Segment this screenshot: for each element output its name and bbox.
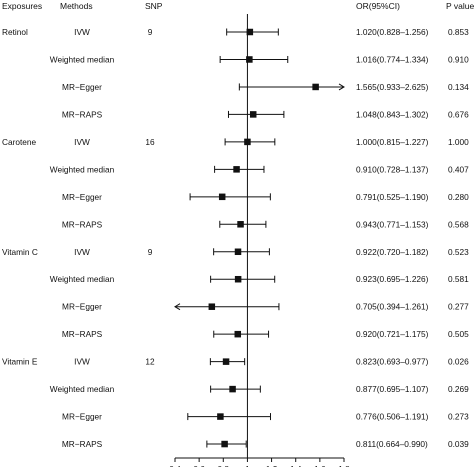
method-label: Weighted median xyxy=(50,384,115,394)
point-estimate xyxy=(222,358,230,365)
point-estimate xyxy=(234,248,242,256)
x-tick-label: 0.8 xyxy=(218,464,230,467)
p-value: 0.676 xyxy=(448,109,469,119)
x-tick-label: 1.2 xyxy=(266,464,278,467)
point-estimate xyxy=(234,330,242,338)
p-value: 0.853 xyxy=(448,27,469,37)
p-value: 0.407 xyxy=(448,164,469,174)
or-ci-value: 1.020(0.828–1.256) xyxy=(356,27,429,37)
method-label: MR−RAPS xyxy=(62,109,103,119)
or-ci-value: 0.791(0.525–1.190) xyxy=(356,192,429,202)
or-ci-value: 1.000(0.815–1.227) xyxy=(356,137,429,147)
method-label: IVW xyxy=(74,137,90,147)
method-label: MR−Egger xyxy=(62,192,102,202)
or-ci-value: 0.943(0.771–1.153) xyxy=(356,219,429,229)
or-ci-value: 0.910(0.728–1.137) xyxy=(356,164,429,174)
or-ci-value: 0.705(0.394–1.261) xyxy=(356,302,429,312)
method-label: MR−RAPS xyxy=(62,219,103,229)
snp-count: 16 xyxy=(145,137,155,147)
method-label: MR−Egger xyxy=(62,412,102,422)
ci-arrow-right xyxy=(338,83,345,91)
or-ci-value: 0.922(0.720–1.182) xyxy=(356,247,429,257)
exposure-label: Vitamin E xyxy=(2,357,38,367)
p-value: 0.568 xyxy=(448,219,469,229)
method-label: Weighted median xyxy=(50,54,115,64)
header-methods: Methods xyxy=(60,1,93,11)
p-value: 0.280 xyxy=(448,192,469,202)
or-ci-value: 0.920(0.721–1.175) xyxy=(356,329,429,339)
p-value: 0.026 xyxy=(448,357,469,367)
exposure-label: Retinol xyxy=(2,27,28,37)
point-estimate xyxy=(246,28,254,36)
point-estimate xyxy=(312,83,319,91)
p-value: 1.000 xyxy=(448,137,469,147)
method-label: IVW xyxy=(74,247,90,257)
x-tick-label: 0.4 xyxy=(169,464,181,467)
p-value: 0.277 xyxy=(448,302,469,312)
exposure-label: Vitamin C xyxy=(2,247,38,257)
x-tick-label: 1 xyxy=(245,464,250,467)
x-tick-label: 1.8 xyxy=(338,464,350,467)
method-label: MR−Egger xyxy=(62,82,102,92)
method-label: IVW xyxy=(74,27,90,37)
or-ci-value: 0.923(0.695–1.226) xyxy=(356,274,429,284)
method-label: IVW xyxy=(74,357,90,367)
header-or-ci: OR(95%CI) xyxy=(356,1,400,11)
x-tick-label: 1.4 xyxy=(290,464,302,467)
snp-count: 9 xyxy=(148,27,153,37)
point-estimate xyxy=(218,193,226,201)
header-row: Exposures Methods SNP OR(95%CI) P value xyxy=(2,1,474,11)
header-snp: SNP xyxy=(145,1,163,11)
point-estimate xyxy=(208,303,216,310)
p-value: 0.910 xyxy=(448,54,469,64)
method-label: MR−RAPS xyxy=(62,329,103,339)
p-value: 0.134 xyxy=(448,82,469,92)
method-label: Weighted median xyxy=(50,274,115,284)
or-ci-value: 1.048(0.843–1.302) xyxy=(356,109,429,119)
or-ci-value: 0.776(0.506–1.191) xyxy=(356,412,429,422)
snp-count: 12 xyxy=(145,357,155,367)
point-estimate xyxy=(246,56,253,63)
or-ci-value: 1.565(0.933–2.625) xyxy=(356,82,429,92)
or-ci-value: 0.877(0.695–1.107) xyxy=(356,384,429,394)
or-ci-value: 0.811(0.664–0.990) xyxy=(356,439,428,449)
ci-arrow-left xyxy=(174,303,181,311)
p-value: 0.273 xyxy=(448,412,469,422)
point-estimate xyxy=(229,385,236,393)
p-value: 0.523 xyxy=(448,247,469,257)
point-estimate xyxy=(244,138,251,146)
header-p-value: P value xyxy=(446,1,474,11)
method-label: MR−Egger xyxy=(62,302,102,312)
p-value: 0.269 xyxy=(448,384,469,394)
or-ci-value: 0.823(0.693–0.977) xyxy=(356,357,429,367)
marks-layer xyxy=(174,14,345,458)
method-label: MR−RAPS xyxy=(62,439,103,449)
p-value: 0.039 xyxy=(448,439,469,449)
x-tick-label: 1.6 xyxy=(314,464,326,467)
point-estimate xyxy=(221,440,228,448)
exposure-label: Carotene xyxy=(2,137,37,147)
header-exposures: Exposures xyxy=(2,1,42,11)
x-tick-label: 0.6 xyxy=(193,464,205,467)
point-estimate xyxy=(217,413,224,420)
point-estimate xyxy=(234,275,242,283)
p-value: 0.581 xyxy=(448,274,469,284)
rows-layer: Retinol 9 IVW 1.020(0.828–1.256) 0.853 Weight… xyxy=(2,27,469,449)
or-ci-value: 1.016(0.774–1.334) xyxy=(356,54,429,64)
x-axis: 0.4 0.6 0.8 1 1.2 1.4 1.6 1.8 xyxy=(169,457,350,467)
point-estimate xyxy=(233,166,240,173)
point-estimate xyxy=(237,221,244,228)
method-label: Weighted median xyxy=(50,164,115,174)
p-value: 0.505 xyxy=(448,329,469,339)
snp-count: 9 xyxy=(148,247,153,257)
point-estimate xyxy=(249,111,257,118)
